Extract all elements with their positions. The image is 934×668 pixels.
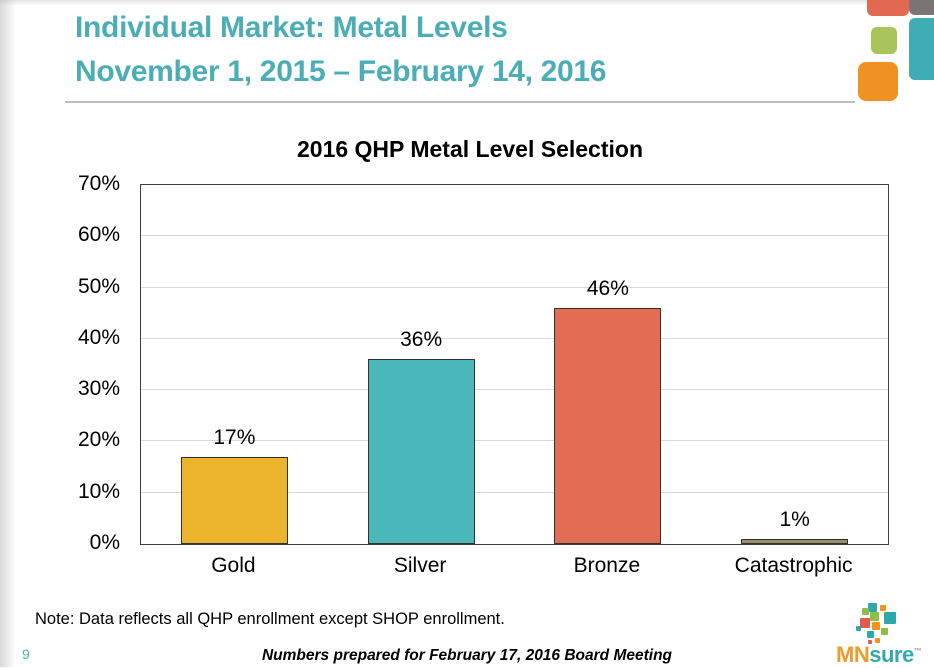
logo-mosaic-square [872, 622, 880, 630]
logo-mosaic-square [856, 626, 861, 631]
footer-center-text: Numbers prepared for February 17, 2016 B… [261, 647, 673, 664]
gridline [141, 337, 888, 339]
y-axis-labels: 0% 10% 20% 30% 40% 50% 60% 70% [28, 172, 120, 554]
logo-mosaic-square [884, 612, 896, 624]
decor-square-gray [909, 0, 934, 15]
chart-title: 2016 QHP Metal Level Selection [296, 136, 643, 162]
logo-text-mn: MN [836, 642, 870, 667]
bar-catastrophic [741, 538, 849, 544]
x-tick-label: Bronze [573, 554, 641, 577]
logo-mosaic-square [881, 628, 888, 635]
gridline [141, 286, 888, 288]
y-tick-label: 30% [77, 377, 120, 401]
slide-title: Individual Market: Metal Levels November… [75, 6, 607, 94]
bar-value-label: 36% [400, 328, 443, 352]
x-axis-labels: Gold Silver Bronze Catastrophic [140, 554, 887, 578]
y-tick-label: 60% [77, 223, 120, 247]
decor-square-teal [909, 18, 934, 80]
mnsure-logo-mosaic [854, 598, 902, 644]
plot-area: 17% 36% 46% 1% [140, 184, 889, 545]
x-tick-label: Silver [393, 554, 447, 577]
logo-mosaic-square [868, 640, 872, 644]
logo-text-sure: sure [869, 642, 914, 667]
logo-mosaic-square [875, 638, 880, 643]
x-tick-label: Gold [211, 554, 256, 577]
y-tick-label: 20% [77, 428, 120, 452]
decor-square-coral [867, 0, 909, 16]
bar-value-label: 46% [586, 277, 629, 301]
logo-mosaic-square [860, 618, 870, 628]
logo-mosaic-square [867, 631, 874, 638]
mnsure-logo-text: MNsure™ [836, 642, 922, 668]
gridline [141, 389, 888, 391]
y-tick-label: 40% [77, 325, 120, 349]
y-tick-label: 70% [77, 172, 120, 195]
gridline [141, 491, 888, 493]
logo-mosaic-square [862, 608, 869, 615]
gridline [141, 235, 888, 237]
decor-square-green [871, 27, 897, 54]
gridline [141, 440, 888, 442]
page-number: 9 [22, 646, 30, 662]
decor-square-orange [858, 62, 898, 101]
bar-value-label: 17% [213, 425, 256, 449]
logo-mosaic-square [868, 603, 877, 612]
slide-title-line-1: Individual Market: Metal Levels [75, 11, 508, 44]
y-tick-label: 10% [77, 479, 120, 503]
bar-gold [180, 456, 288, 544]
logo-mosaic-square [870, 612, 879, 621]
x-tick-label: Catastrophic [734, 554, 853, 577]
slide-title-line-2: November 1, 2015 – February 14, 2016 [75, 55, 607, 88]
y-tick-label: 0% [89, 531, 120, 554]
bar-bronze [554, 308, 662, 544]
bar-silver [367, 359, 475, 544]
logo-mosaic-square [880, 605, 886, 611]
bar-value-label: 1% [779, 507, 810, 531]
slide-left-edge-shading [0, 0, 16, 667]
header-divider-rule [65, 101, 855, 103]
y-tick-label: 50% [77, 274, 120, 298]
logo-trademark-mark: ™ [913, 646, 922, 656]
footer-note: Note: Data reflects all QHP enrollment e… [35, 610, 505, 628]
